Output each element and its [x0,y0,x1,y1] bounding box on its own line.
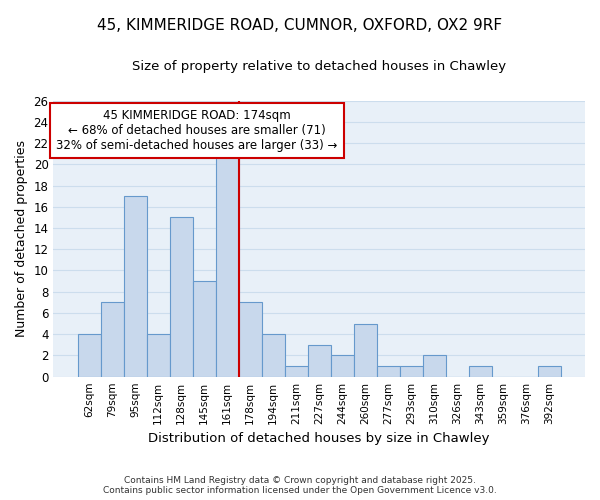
Bar [146,334,170,376]
Text: Contains HM Land Registry data © Crown copyright and database right 2025.
Contai: Contains HM Land Registry data © Crown c… [103,476,497,495]
Bar [308,345,331,376]
Title: Size of property relative to detached houses in Chawley: Size of property relative to detached ho… [132,60,506,73]
Bar [331,356,354,376]
Y-axis label: Number of detached properties: Number of detached properties [15,140,28,337]
Bar [538,366,561,376]
Bar [262,334,284,376]
Bar [193,281,215,376]
Bar [170,218,193,376]
Text: 45 KIMMERIDGE ROAD: 174sqm
← 68% of detached houses are smaller (71)
32% of semi: 45 KIMMERIDGE ROAD: 174sqm ← 68% of deta… [56,109,338,152]
Bar [215,154,239,376]
Bar [77,334,101,376]
Bar [469,366,492,376]
Bar [239,302,262,376]
Bar [284,366,308,376]
Bar [377,366,400,376]
Bar [400,366,423,376]
Bar [101,302,124,376]
Bar [423,356,446,376]
Text: 45, KIMMERIDGE ROAD, CUMNOR, OXFORD, OX2 9RF: 45, KIMMERIDGE ROAD, CUMNOR, OXFORD, OX2… [97,18,503,32]
Bar [354,324,377,376]
X-axis label: Distribution of detached houses by size in Chawley: Distribution of detached houses by size … [148,432,490,445]
Bar [124,196,146,376]
